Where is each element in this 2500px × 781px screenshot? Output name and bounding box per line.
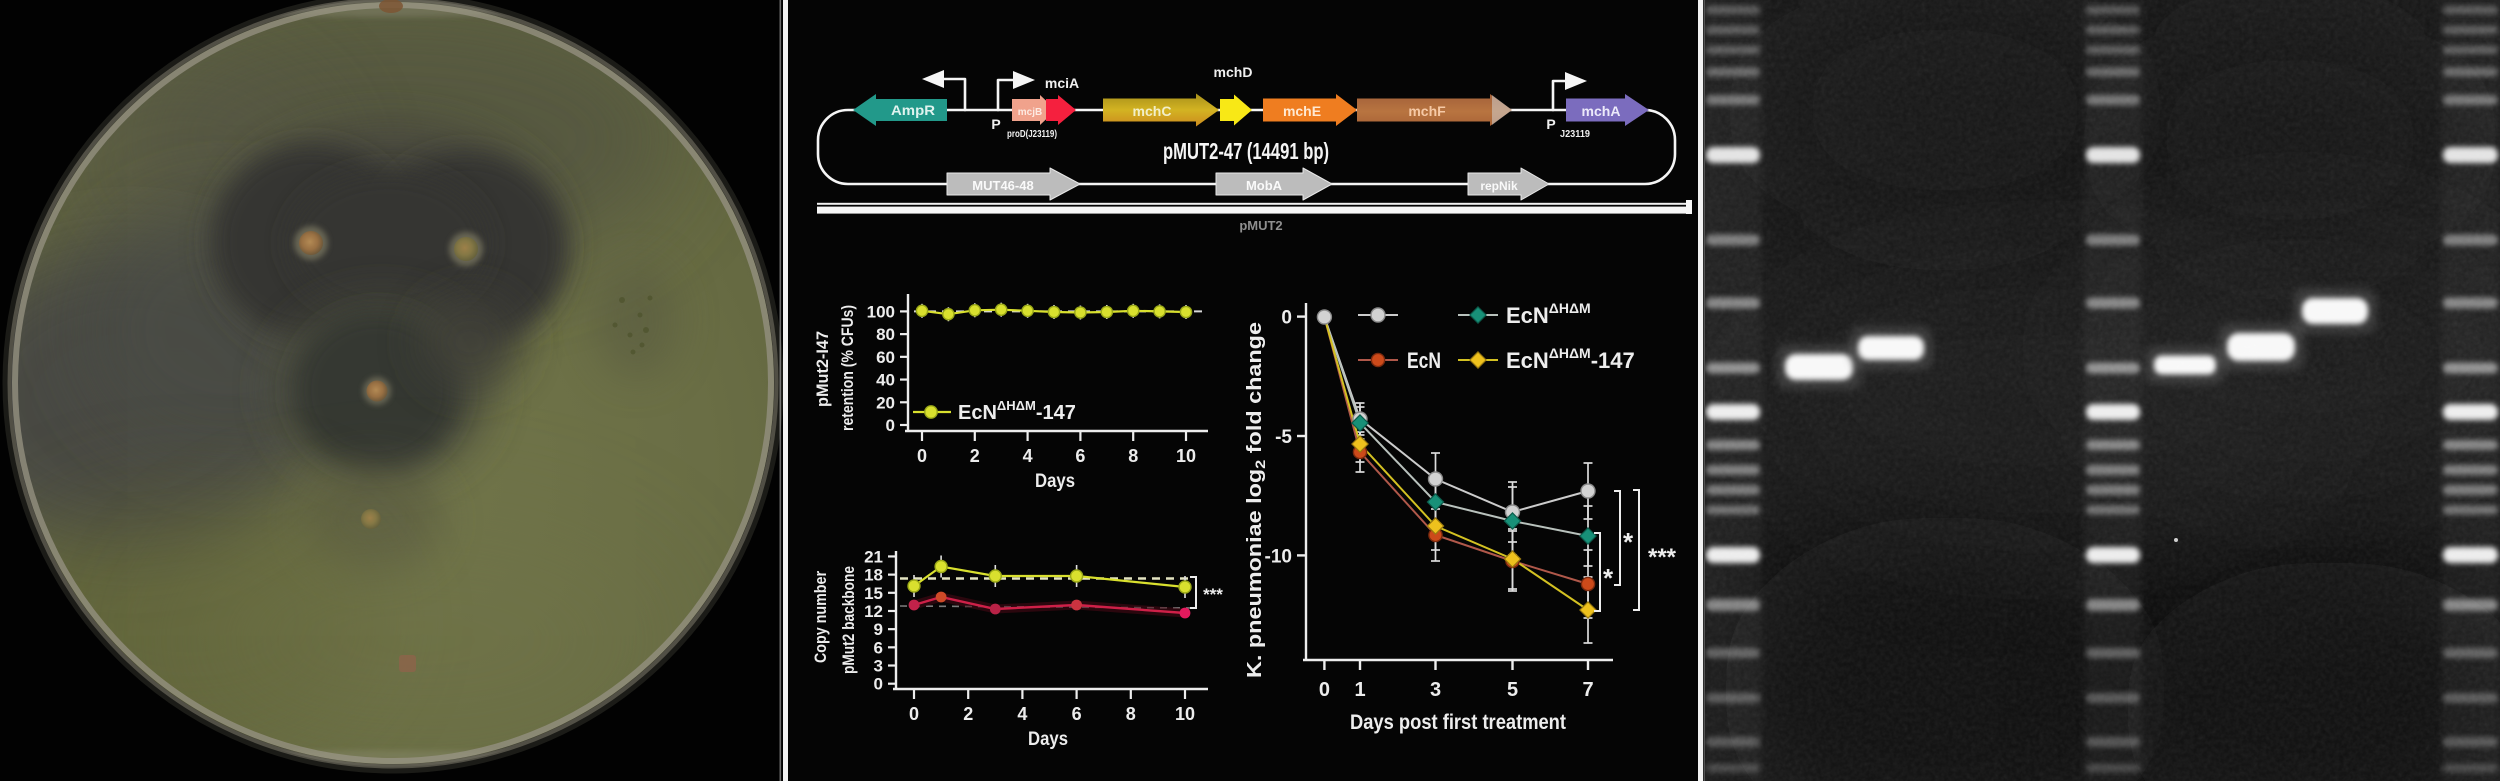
svg-text:10: 10: [1175, 704, 1195, 724]
svg-text:*: *: [1623, 527, 1634, 557]
svg-text:pMut2-I47: pMut2-I47: [813, 331, 832, 407]
svg-text:3: 3: [874, 657, 883, 676]
svg-text:0: 0: [1281, 308, 1292, 329]
svg-text:0: 0: [917, 446, 927, 466]
svg-text:proD(J23119): proD(J23119): [1007, 129, 1057, 140]
svg-text:3: 3: [1430, 679, 1441, 701]
svg-text:MobA: MobA: [1246, 178, 1283, 193]
svg-text:4: 4: [1023, 446, 1033, 466]
svg-text:0: 0: [909, 704, 919, 724]
svg-text:repNik: repNik: [1480, 179, 1518, 193]
svg-text:15: 15: [864, 584, 883, 603]
svg-text:AmpR: AmpR: [891, 102, 935, 118]
svg-text:6: 6: [1075, 446, 1085, 466]
svg-text:pMUT2: pMUT2: [1239, 218, 1282, 233]
svg-text:retention (% CFUs): retention (% CFUs): [838, 305, 857, 431]
svg-text:12: 12: [864, 602, 883, 621]
svg-text:4: 4: [1017, 704, 1027, 724]
svg-text:8: 8: [1128, 446, 1138, 466]
svg-text:20: 20: [876, 393, 895, 412]
svg-text:***: ***: [1203, 585, 1223, 604]
svg-text:mchA: mchA: [1582, 103, 1621, 119]
svg-text:18: 18: [864, 566, 883, 585]
svg-text:Days post first treatment: Days post first treatment: [1350, 711, 1566, 734]
svg-text:2: 2: [963, 704, 973, 724]
svg-text:P: P: [991, 116, 1000, 132]
svg-text:5: 5: [1507, 679, 1518, 701]
svg-text:EcN: EcN: [1407, 348, 1441, 373]
svg-text:0: 0: [874, 675, 883, 694]
svg-text:mchC: mchC: [1133, 103, 1172, 119]
svg-text:mchE: mchE: [1283, 103, 1321, 119]
svg-text:Days: Days: [1035, 471, 1075, 492]
svg-text:10: 10: [1176, 446, 1196, 466]
svg-text:1: 1: [1354, 679, 1365, 701]
svg-text:P: P: [1546, 116, 1555, 132]
svg-text:K. pneumoniae log2 fold change: K. pneumoniae log2 fold change: [1244, 322, 1268, 678]
svg-text:-10: -10: [1265, 546, 1292, 567]
svg-text:pMUT2-47 (14491 bp): pMUT2-47 (14491 bp): [1163, 138, 1329, 164]
svg-text:6: 6: [874, 638, 883, 657]
svg-text:*: *: [1603, 563, 1614, 593]
svg-text:***: ***: [1648, 544, 1677, 571]
svg-text:8: 8: [1126, 704, 1136, 724]
svg-text:J23119: J23119: [1560, 129, 1590, 140]
svg-text:0: 0: [1319, 679, 1330, 701]
svg-text:21: 21: [864, 547, 883, 566]
svg-text:Copy number: Copy number: [811, 571, 830, 663]
svg-text:mchF: mchF: [1408, 103, 1446, 119]
svg-text:60: 60: [876, 348, 895, 367]
svg-text:mchD: mchD: [1214, 64, 1253, 80]
svg-text:EcNΔHΔM-147: EcNΔHΔM-147: [1506, 345, 1635, 373]
svg-text:80: 80: [876, 325, 895, 344]
svg-text:9: 9: [874, 620, 883, 639]
svg-text:2: 2: [970, 446, 980, 466]
svg-text:7: 7: [1582, 679, 1593, 701]
svg-text:EcNΔHΔM: EcNΔHΔM: [1506, 300, 1591, 328]
svg-text:100: 100: [867, 302, 895, 321]
svg-text:mciA: mciA: [1045, 75, 1079, 91]
svg-text:pMut2 backbone: pMut2 backbone: [839, 566, 858, 674]
svg-text:40: 40: [876, 371, 895, 390]
svg-text:0: 0: [886, 416, 895, 435]
svg-text:MUT46-48: MUT46-48: [972, 178, 1033, 193]
svg-text:6: 6: [1072, 704, 1082, 724]
svg-text:-5: -5: [1275, 427, 1292, 448]
svg-text:mcjB: mcjB: [1018, 107, 1042, 118]
svg-text:Days: Days: [1028, 729, 1068, 750]
